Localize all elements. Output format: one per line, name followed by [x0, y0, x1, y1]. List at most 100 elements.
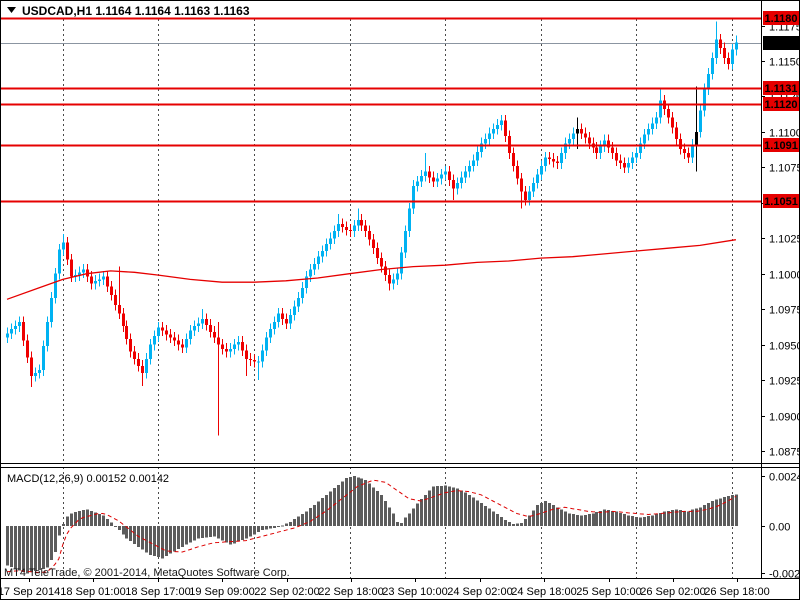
time-tick-label: 22 Sep 18:00: [318, 586, 383, 598]
candle-body: [552, 158, 555, 162]
candle-body: [635, 153, 638, 158]
price-chip: [763, 138, 799, 152]
macd-bar: [357, 477, 360, 526]
symbol-dropdown-icon[interactable]: [7, 7, 16, 13]
candle-body: [496, 124, 499, 130]
macd-bar: [635, 517, 638, 526]
candle-body: [173, 337, 176, 341]
candle-body: [217, 337, 220, 345]
candle-body: [703, 89, 706, 111]
time-tick-label: 18 Sep 17:00: [125, 586, 190, 598]
macd-bar: [448, 486, 451, 526]
macd-bar: [329, 491, 332, 526]
candle-body: [595, 147, 598, 154]
candle-body: [122, 313, 125, 327]
macd-bar: [731, 495, 734, 526]
candle-body: [568, 139, 571, 144]
candle-body: [245, 350, 248, 359]
candle-body: [201, 319, 204, 324]
macd-bar: [404, 517, 407, 526]
macd-bar: [432, 486, 435, 526]
candle-body: [603, 140, 606, 147]
macd-bar: [297, 516, 300, 526]
candle-body: [157, 327, 160, 337]
macd-bar: [675, 509, 678, 526]
candle-body: [145, 358, 148, 374]
candle-body: [500, 120, 503, 125]
macd-bar: [301, 513, 304, 526]
candle-body: [472, 160, 475, 166]
candle-body: [269, 329, 272, 338]
candle-body: [484, 139, 487, 144]
candle-body: [305, 276, 308, 288]
candle-body: [683, 148, 686, 154]
macd-bar: [444, 485, 447, 526]
macd-bar: [325, 494, 328, 526]
price-tick-label: 1.0875: [769, 447, 800, 459]
price-chip: [763, 81, 799, 95]
macd-bar: [599, 510, 602, 526]
macd-bar: [436, 486, 439, 526]
candle-body: [26, 340, 29, 358]
time-tick-label: 25 Sep 10:00: [576, 586, 641, 598]
macd-panel[interactable]: [6, 476, 738, 574]
macd-bar: [364, 480, 367, 526]
candle-body: [360, 219, 363, 226]
candle-body: [364, 225, 367, 232]
candle-body: [731, 49, 734, 64]
macd-bar: [703, 505, 706, 526]
candle-body: [576, 129, 579, 134]
candle-body: [257, 361, 260, 363]
candle-body: [723, 48, 726, 59]
macd-bar: [480, 503, 483, 526]
candle-body: [404, 231, 407, 253]
candle-body: [372, 239, 375, 249]
chart-frame: [1, 1, 799, 579]
time-tick-label: 24 Sep 18:00: [511, 586, 576, 598]
macd-bar: [440, 485, 443, 526]
candle-body: [273, 321, 276, 330]
macd-bar: [197, 526, 200, 539]
macd-bar: [564, 511, 567, 526]
macd-bar: [611, 510, 614, 526]
macd-bar: [512, 523, 515, 526]
candle-body: [643, 134, 646, 144]
macd-bar: [341, 481, 344, 526]
macd-bar: [249, 526, 252, 537]
macd-signal-layer: [6, 479, 737, 574]
price-tick-label: 1.1025: [769, 234, 800, 246]
price-chip-label: 1.1091: [764, 140, 798, 152]
candle-body: [181, 344, 184, 348]
price-axis[interactable]: 1.11751.11501.11251.11001.10751.10501.10…: [761, 11, 800, 581]
candle-body: [444, 171, 447, 175]
macd-bar: [177, 526, 180, 550]
macd-bar: [715, 499, 718, 526]
candle-body: [110, 286, 113, 296]
candle-body: [169, 334, 172, 338]
macd-bar: [281, 525, 284, 527]
price-tick-label: 1.0925: [769, 376, 800, 388]
macd-bar: [149, 526, 152, 556]
macd-bar: [500, 517, 503, 526]
candle-body: [6, 333, 9, 338]
macd-bar: [576, 514, 579, 526]
macd-bar: [165, 526, 168, 556]
time-tick-label: 23 Sep 10:00: [382, 586, 447, 598]
candle-body: [440, 174, 443, 179]
macd-bar: [592, 513, 595, 526]
candle-body: [687, 153, 690, 158]
macd-bar: [683, 510, 686, 526]
candle-body: [456, 182, 459, 189]
macd-bar: [106, 519, 109, 526]
candle-body: [580, 129, 583, 134]
macd-bar: [169, 526, 172, 554]
candle-body: [735, 42, 738, 50]
macd-signal-line: [6, 479, 737, 574]
macd-bar: [659, 512, 662, 526]
candle-body: [205, 319, 208, 325]
candle-body: [639, 143, 642, 154]
candle-body: [301, 287, 304, 298]
macd-label: MACD(12,26,9) 0.00152 0.00142: [7, 473, 169, 485]
